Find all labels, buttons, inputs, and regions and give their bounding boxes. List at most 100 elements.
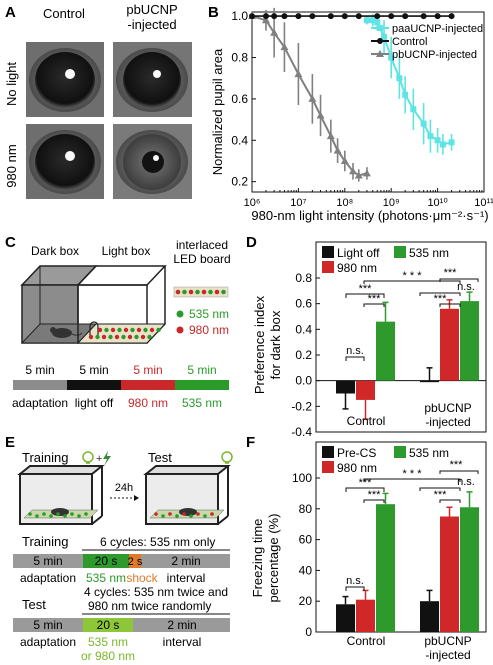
led-dot: [114, 334, 120, 340]
led-dot: [101, 334, 107, 340]
col-header-control: Control: [43, 6, 85, 21]
test-cycles-2: 980 nm twice randomly: [88, 599, 211, 613]
panel-d-sig-ns-control: n.s.: [346, 345, 364, 357]
led-dot: [201, 289, 207, 295]
panel-d-group-injected: -injected: [425, 415, 470, 429]
data-point-control: [295, 13, 302, 20]
panel-b: B Normalized pupil area 980-nm light int…: [208, 4, 493, 223]
panel-b-xtick-label: 10⁸: [336, 197, 353, 209]
eye-photo-control-980nm: [26, 124, 104, 199]
panel-f-legend-535: 535 nm: [409, 446, 449, 460]
panel-d-ylabel-1: Preference index: [252, 295, 267, 394]
legend-label: pbUCNP-injected: [392, 49, 477, 61]
ytick-label: 60: [299, 533, 313, 547]
training-chamber-drawing: [17, 465, 105, 525]
data-point-control: [281, 13, 288, 20]
ytick-label: 0.8: [295, 271, 312, 285]
plus-icon: +: [96, 453, 102, 465]
legend-label-980: 980 nm: [189, 323, 229, 337]
panel-f-group-control: Control: [347, 634, 386, 648]
led-dot: [161, 514, 165, 518]
training-l2: 535 nm: [86, 571, 126, 585]
led-dot: [221, 289, 226, 295]
panel-d-group-control: Control: [347, 414, 386, 428]
led-dot: [110, 327, 116, 333]
data-point-pbucnp: [362, 169, 371, 177]
test-l2b: or 980 nm: [81, 649, 135, 663]
data-point-control: [341, 13, 348, 20]
panel-d-legend-535: 535 nm: [409, 246, 449, 260]
lightbulb-icon: [82, 451, 94, 464]
legend-marker: [377, 25, 383, 31]
panel-f-ylabel-1: Freezing time: [250, 519, 265, 598]
panel-f-bars: [336, 491, 479, 632]
eye-photo-pbucnp-nolight: [113, 42, 192, 117]
test-chamber-drawing: [143, 465, 231, 525]
led-dot: [28, 512, 32, 516]
data-point-paaucnp: [388, 54, 395, 61]
panel-d-legend-980: 980 nm: [337, 261, 377, 275]
panel-d-ylabel-2: for dark box: [268, 310, 283, 379]
panel-d-legend-lightoff: Light off: [337, 246, 380, 260]
col-header-pbucnp: pbUCNP: [126, 2, 177, 17]
panel-f-legend-swatch-535: [394, 446, 406, 458]
led-dot: [208, 289, 213, 295]
test-row-label: Test: [22, 597, 46, 612]
led-dot: [97, 327, 103, 333]
lightning-bolt-icon: [103, 451, 111, 466]
panel-d-sig-ns-pb: n.s.: [457, 281, 475, 293]
eye-photo-pbucnp-980nm: [113, 124, 192, 199]
led-board-dots: [175, 289, 226, 295]
bar-980-nm: [356, 599, 375, 632]
led-dot: [175, 289, 181, 295]
bar-980-nm: [440, 308, 459, 381]
row-label-980nm: 980 nm: [4, 144, 19, 187]
training-row-label: Training: [22, 534, 68, 549]
panel-b-ytick-label: 0.8: [231, 51, 248, 65]
data-point-pbucnp: [333, 146, 342, 154]
ytick-label: 20: [299, 594, 313, 608]
led-dot: [108, 334, 113, 340]
ytick-label: 0.2: [295, 348, 312, 362]
led-floor-dots: [88, 327, 161, 340]
data-point-control: [309, 13, 316, 20]
panel-f-legend-precs: Pre-CS: [337, 446, 376, 460]
panel-a: A Control pbUCNP -injected No light 980 …: [4, 2, 192, 199]
panel-f-ylabel-2: percentage (%): [266, 514, 281, 603]
led-dot: [117, 327, 122, 333]
led-dot: [195, 289, 200, 295]
arrow-right-icon: [134, 495, 139, 501]
panel-b-xlabel: 980-nm light intensity (photons·μm⁻²·s⁻¹…: [251, 208, 488, 223]
panel-d-legend-swatch-980: [322, 261, 334, 273]
timeline-phase-4: 535 nm: [182, 396, 222, 410]
test-cycles-1: 4 cycles: 535 nm twice and: [84, 585, 228, 599]
legend-marker: [377, 38, 383, 44]
bar-535-nm: [460, 507, 479, 632]
panel-e-letter: E: [5, 434, 15, 451]
timeline-duration-3: 5 min: [133, 363, 162, 377]
delay-label: 24h: [115, 482, 133, 494]
led-dot: [196, 512, 200, 516]
led-dot: [77, 514, 81, 518]
data-point-control: [327, 13, 334, 20]
legend-label-535: 535 nm: [189, 307, 229, 321]
panel-f-group-pbucnp: pbUCNP: [424, 634, 471, 648]
data-point-paaucnp: [427, 133, 434, 140]
led-dot: [136, 327, 142, 333]
led-dot: [140, 334, 146, 340]
data-point-pbucnp: [280, 43, 289, 51]
led-dot: [147, 334, 152, 340]
data-point-paaucnp: [410, 106, 417, 113]
chamber-led-dots: [28, 512, 214, 518]
training-cycles: 6 cycles: 535 nm only: [100, 535, 215, 549]
data-point-control: [249, 13, 255, 20]
panel-f: F Freezing time percentage (%) 0 20 40 60 80…: [246, 434, 487, 662]
data-point-paaucnp: [439, 141, 446, 148]
timeline-bar-light-off: [67, 380, 121, 390]
panel-e: E Training Test +: [5, 434, 233, 663]
panel-f-legend-swatch-980: [322, 461, 334, 473]
led-dot: [49, 514, 53, 518]
panel-b-xtick-label: 10¹¹: [474, 197, 493, 209]
data-point-paaucnp: [402, 91, 409, 98]
